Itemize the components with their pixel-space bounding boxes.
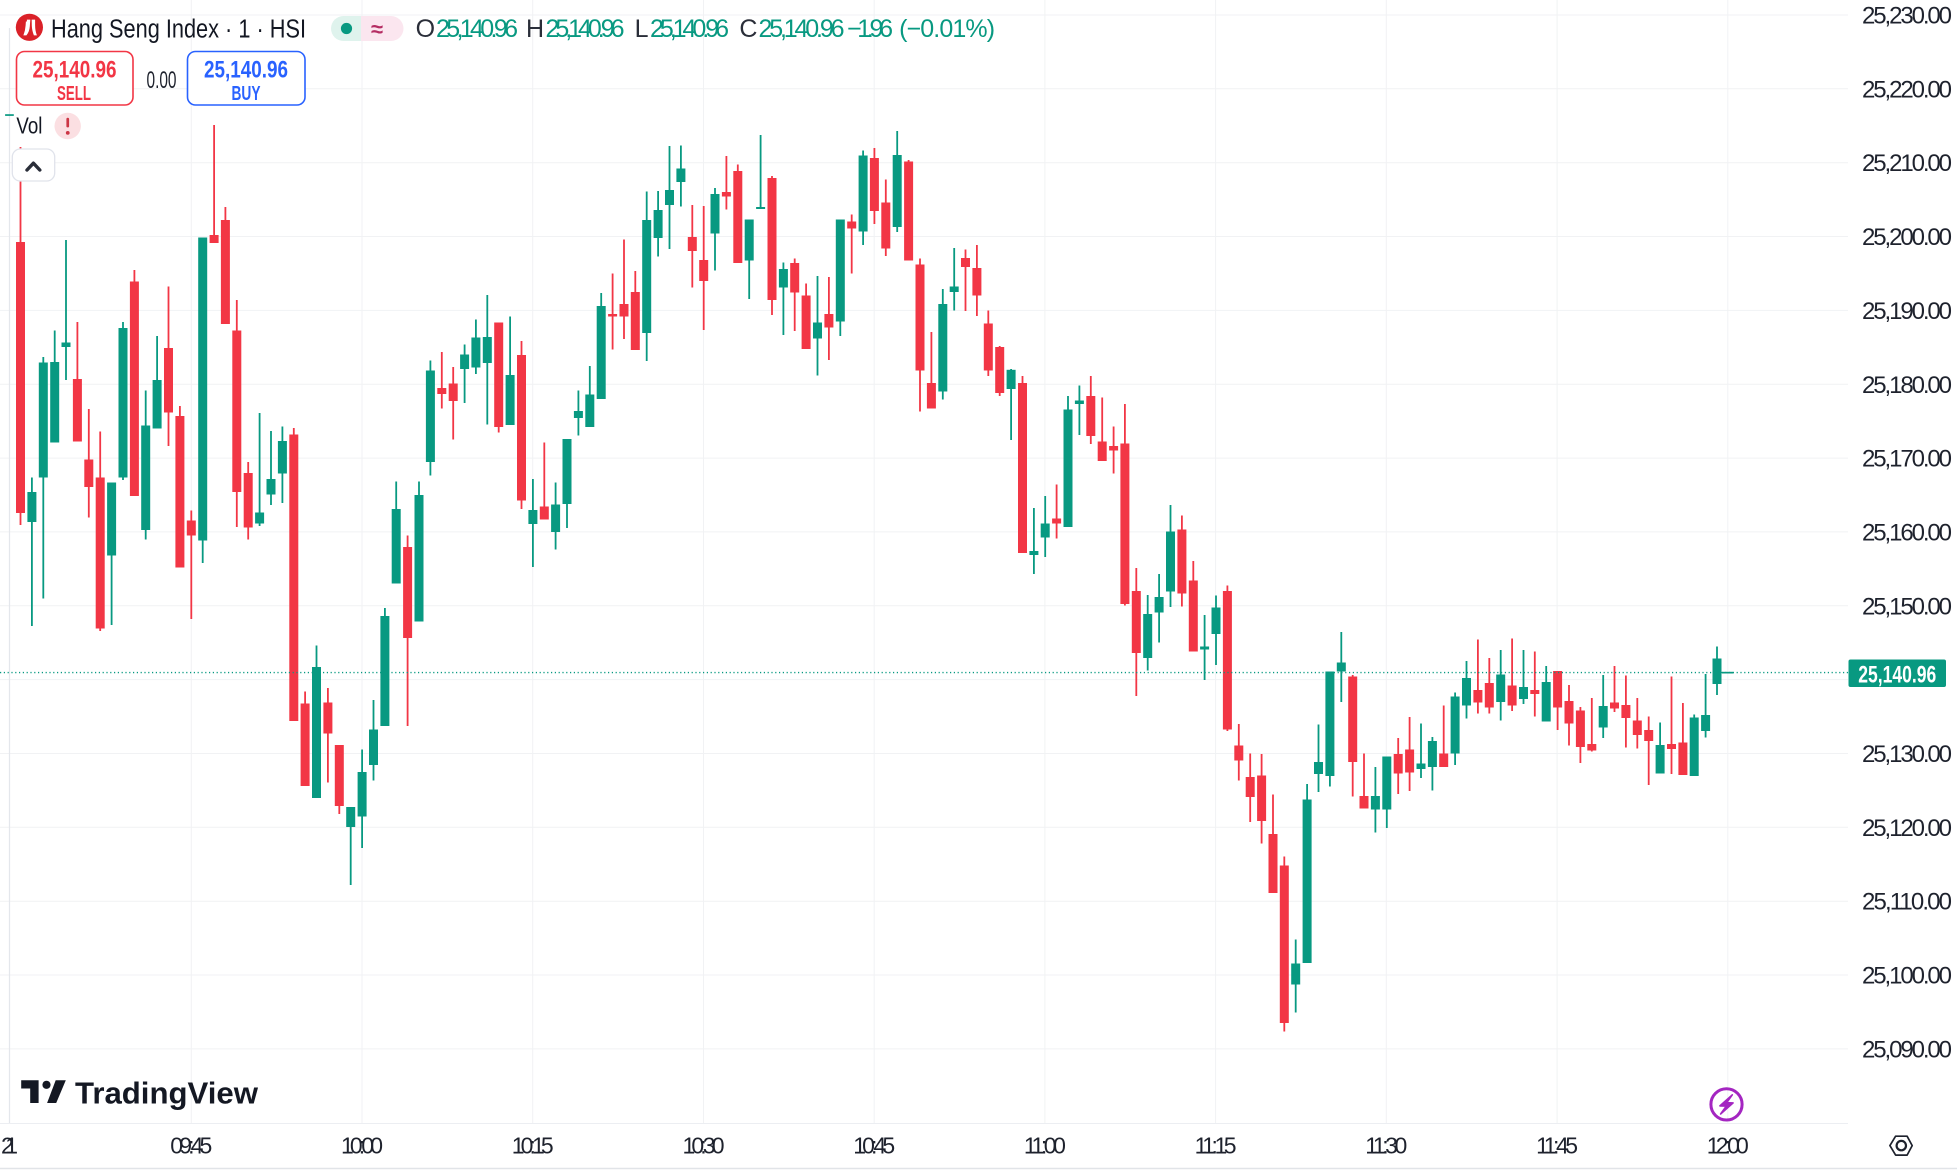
svg-text:25,210.00: 25,210.00 [1862, 150, 1952, 177]
svg-text:25,230.00: 25,230.00 [1862, 3, 1952, 30]
svg-text:11:15: 11:15 [1195, 1133, 1237, 1159]
svg-text:25,090.00: 25,090.00 [1862, 1036, 1952, 1063]
svg-text:10:30: 10:30 [683, 1133, 725, 1159]
svg-text:11:00: 11:00 [1024, 1133, 1066, 1159]
svg-text:BUY: BUY [232, 83, 261, 105]
svg-text:09:45: 09:45 [170, 1133, 212, 1159]
svg-text:L: L [635, 15, 649, 43]
svg-text:10:45: 10:45 [853, 1133, 895, 1159]
svg-text:25,140.96: 25,140.96 [1858, 662, 1936, 689]
svg-text:25,140.96: 25,140.96 [759, 15, 845, 43]
svg-text:≈: ≈ [371, 17, 383, 42]
svg-text:25,220.00: 25,220.00 [1862, 76, 1952, 103]
svg-text:12:00: 12:00 [1707, 1133, 1749, 1159]
svg-text:25,120.00: 25,120.00 [1862, 815, 1952, 842]
svg-text:25,150.00: 25,150.00 [1862, 593, 1952, 620]
svg-text:21: 21 [1, 1133, 18, 1159]
svg-text:(−0.01%): (−0.01%) [899, 15, 995, 43]
svg-text:10:00: 10:00 [341, 1133, 383, 1159]
svg-text:O: O [416, 15, 435, 43]
svg-text:25,100.00: 25,100.00 [1862, 963, 1952, 990]
svg-text:−1.96: −1.96 [847, 15, 893, 43]
svg-text:0.00: 0.00 [147, 67, 177, 94]
svg-text:25,200.00: 25,200.00 [1862, 224, 1952, 251]
svg-text:SELL: SELL [57, 83, 91, 105]
svg-text:Hang Seng Index · 1 · HSI: Hang Seng Index · 1 · HSI [51, 16, 306, 44]
svg-text:25,140.96: 25,140.96 [33, 57, 117, 84]
svg-text:TradingView: TradingView [75, 1076, 258, 1110]
svg-text:Vol: Vol [16, 113, 42, 139]
svg-text:C: C [739, 15, 757, 43]
svg-text:11:30: 11:30 [1365, 1133, 1407, 1159]
svg-text:25,140.96: 25,140.96 [546, 15, 625, 43]
svg-text:H: H [526, 15, 544, 43]
svg-text:25,190.00: 25,190.00 [1862, 298, 1952, 325]
svg-text:25,140.96: 25,140.96 [650, 15, 729, 43]
svg-text:25,170.00: 25,170.00 [1862, 446, 1952, 473]
svg-text:11:45: 11:45 [1536, 1133, 1578, 1159]
svg-text:25,160.00: 25,160.00 [1862, 519, 1952, 546]
svg-text:25,180.00: 25,180.00 [1862, 372, 1952, 399]
svg-text:25,140.96: 25,140.96 [204, 57, 288, 84]
svg-text:10:15: 10:15 [512, 1133, 554, 1159]
svg-text:25,130.00: 25,130.00 [1862, 741, 1952, 768]
svg-text:25,140.96: 25,140.96 [436, 15, 518, 43]
svg-text:25,110.00: 25,110.00 [1862, 889, 1952, 916]
